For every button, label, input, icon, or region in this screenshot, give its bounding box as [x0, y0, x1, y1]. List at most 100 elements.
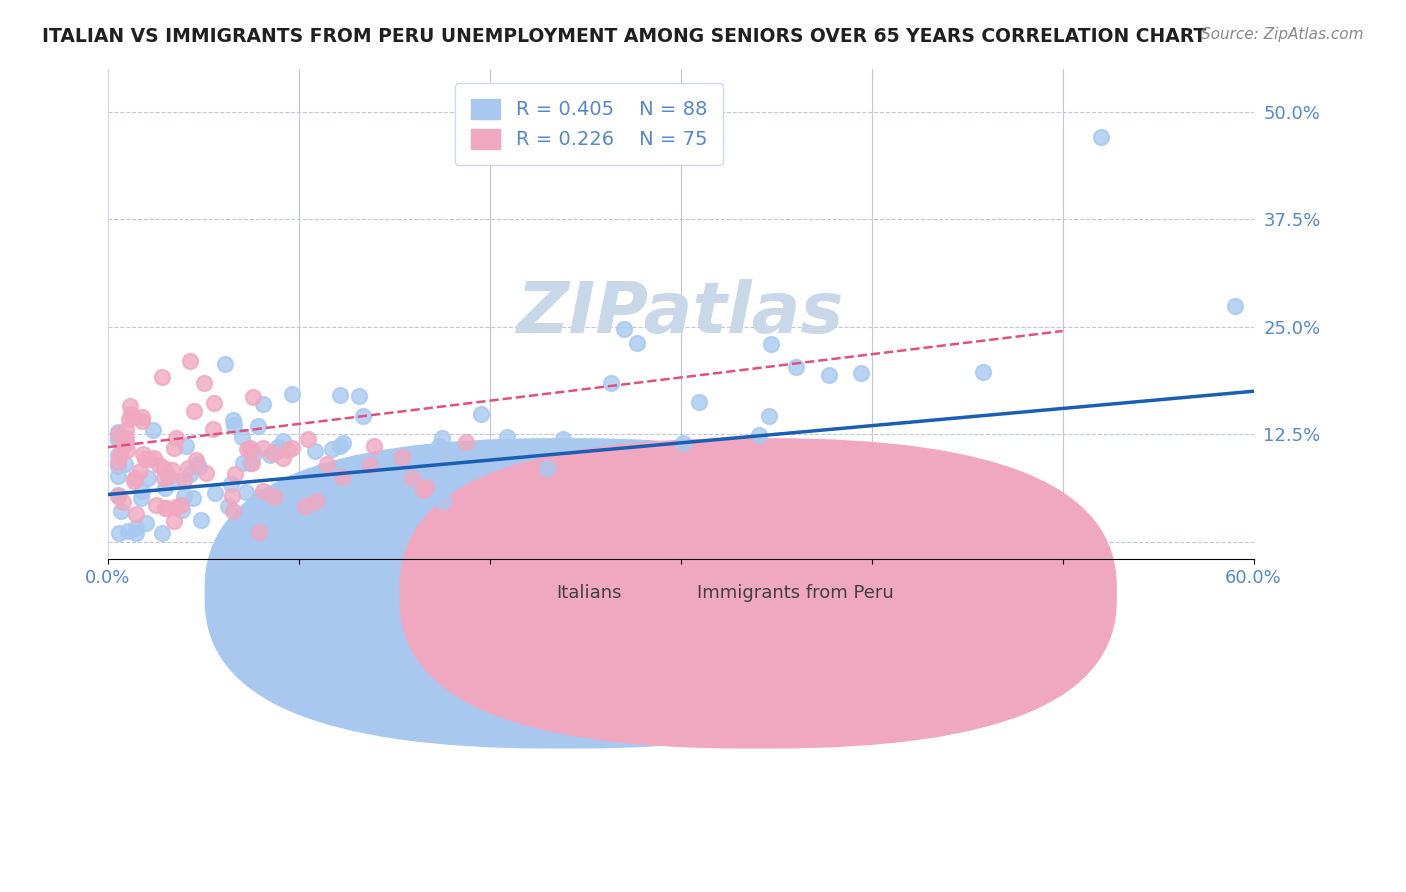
Point [110, 504, 132, 518]
Point [432, 494, 454, 508]
Point [347, 389, 370, 403]
Point [167, 474, 190, 488]
Point [202, 422, 225, 436]
Point [172, 503, 194, 517]
Text: ITALIAN VS IMMIGRANTS FROM PERU UNEMPLOYMENT AMONG SENIORS OVER 65 YEARS CORRELA: ITALIAN VS IMMIGRANTS FROM PERU UNEMPLOY… [42, 27, 1206, 45]
Point [107, 489, 129, 503]
Point [107, 433, 129, 447]
Point [266, 443, 288, 458]
Point [352, 409, 374, 423]
Point [204, 485, 226, 500]
Point [277, 442, 299, 457]
Point [399, 472, 422, 486]
Point [239, 442, 262, 456]
Point [157, 469, 180, 483]
Point [231, 430, 253, 444]
Point [120, 408, 142, 422]
Point [485, 446, 508, 460]
Point [391, 450, 413, 464]
Point [551, 433, 574, 447]
Point [1090, 130, 1112, 145]
Point [138, 452, 160, 467]
Point [117, 524, 139, 538]
Point [155, 500, 177, 515]
Text: ZIPatlas: ZIPatlas [517, 279, 845, 348]
Point [271, 451, 294, 466]
Point [240, 504, 263, 518]
Point [247, 524, 270, 539]
Point [242, 390, 264, 404]
Point [112, 438, 135, 452]
Point [142, 423, 165, 437]
Point [107, 425, 129, 439]
Point [134, 451, 156, 466]
Point [124, 526, 146, 541]
Point [849, 366, 872, 380]
Point [759, 336, 782, 351]
Point [329, 439, 352, 453]
Point [153, 471, 176, 485]
Point [232, 456, 254, 470]
Point [131, 413, 153, 427]
Point [153, 481, 176, 495]
Point [259, 448, 281, 462]
Point [163, 514, 186, 528]
Point [190, 513, 212, 527]
Point [271, 434, 294, 448]
Point [330, 470, 353, 484]
Point [281, 386, 304, 401]
Point [252, 441, 274, 455]
Point [536, 461, 558, 475]
Point [135, 516, 157, 531]
Point [405, 461, 427, 475]
Point [224, 467, 246, 481]
Point [672, 436, 695, 450]
Point [124, 474, 146, 488]
Point [115, 442, 138, 457]
Point [125, 521, 148, 535]
Point [194, 467, 217, 481]
Point [143, 450, 166, 465]
Point [432, 431, 454, 445]
Point [304, 494, 326, 508]
Point [239, 442, 262, 456]
Point [252, 397, 274, 411]
Point [117, 412, 139, 426]
Point [165, 431, 187, 445]
Text: Immigrants from Peru: Immigrants from Peru [697, 584, 894, 602]
Point [173, 473, 195, 487]
Point [129, 464, 152, 478]
Point [294, 499, 316, 513]
Point [173, 489, 195, 503]
Point [108, 526, 131, 541]
Point [160, 463, 183, 477]
Point [235, 485, 257, 500]
Point [124, 471, 146, 485]
Point [350, 461, 373, 475]
Point [321, 442, 343, 456]
Point [688, 394, 710, 409]
Point [758, 409, 780, 423]
Point [304, 443, 326, 458]
Point [131, 409, 153, 424]
Point [415, 480, 437, 494]
Point [129, 491, 152, 505]
Point [332, 436, 354, 450]
Point [748, 427, 770, 442]
Point [239, 456, 262, 470]
Point [150, 369, 173, 384]
Point [221, 477, 243, 491]
Point [179, 354, 201, 368]
Point [311, 465, 333, 479]
Text: Source: ZipAtlas.com: Source: ZipAtlas.com [1201, 27, 1364, 42]
Point [249, 490, 271, 504]
Point [315, 457, 337, 471]
Point [1223, 299, 1246, 313]
Point [281, 441, 304, 455]
Point [183, 403, 205, 417]
Point [153, 461, 176, 475]
Point [170, 498, 193, 512]
Point [399, 477, 422, 491]
Point [186, 453, 208, 467]
Point [374, 450, 396, 465]
